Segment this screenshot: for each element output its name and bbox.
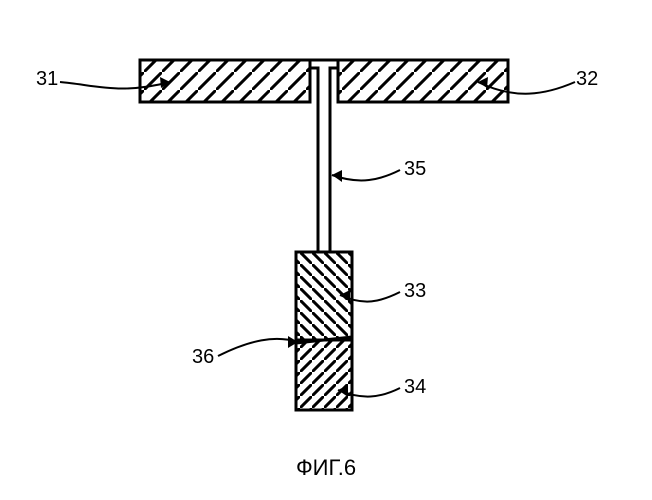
leader-35	[332, 170, 400, 180]
stem-35	[318, 68, 330, 252]
label-32: 32	[576, 68, 598, 91]
arrow-35	[332, 170, 342, 182]
label-34: 34	[404, 376, 426, 399]
leader-36	[218, 339, 298, 356]
label-36: 36	[192, 346, 214, 369]
label-31: 31	[36, 68, 58, 91]
label-35: 35	[404, 158, 426, 181]
figure-caption: ФИГ.6	[0, 455, 652, 481]
block-34	[296, 340, 352, 410]
label-33: 33	[404, 280, 426, 303]
